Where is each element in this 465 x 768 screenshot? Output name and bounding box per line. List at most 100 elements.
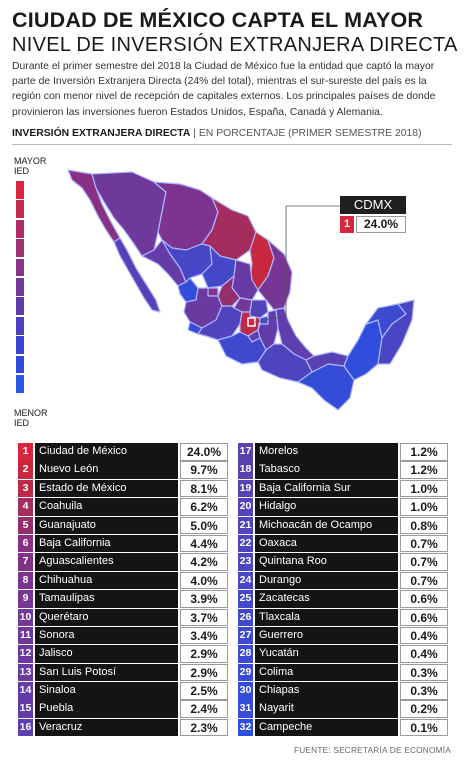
map-state-guerrero [217, 331, 267, 365]
table-row: 27 Guerrero 0.4% [238, 626, 448, 645]
rank-badge: 29 [238, 663, 253, 682]
rank-badge: 3 [18, 479, 33, 498]
rank-badge: 32 [238, 718, 253, 737]
rank-badge: 23 [238, 553, 253, 571]
state-name: Oaxaca [255, 534, 398, 553]
cdmx-callout-value: 24.0% [356, 216, 406, 233]
state-value: 5.0% [180, 516, 228, 535]
page-subtitle: NIVEL DE INVERSIÓN EXTRANJERA DIRECTA [12, 34, 458, 56]
rank-badge: 10 [18, 608, 33, 627]
rank-badge: 31 [238, 700, 253, 718]
map-state-aguascalientes [207, 287, 219, 297]
color-scale-step [16, 277, 24, 296]
scale-low-line1: MENOR [14, 408, 48, 418]
rank-badge: 6 [18, 534, 33, 553]
state-name: Baja California [35, 534, 178, 553]
page-title: CIUDAD DE MÉXICO CAPTA EL MAYOR [12, 8, 424, 32]
table-row: 8 Chihuahua 4.0% [18, 571, 228, 590]
table-row: 25 Zacatecas 0.6% [238, 590, 448, 608]
intro-paragraph: Durante el primer semestre del 2018 la C… [12, 61, 436, 118]
cdmx-leader-line-end [254, 315, 287, 323]
map-state-guanajuato [217, 275, 241, 307]
state-value: 2.4% [180, 700, 228, 718]
table-row: 17 Morelos 1.2% [238, 443, 448, 461]
state-name: Querétaro [35, 608, 178, 627]
cdmx-callout-rank: 1 [340, 216, 354, 233]
table-row: 7 Aguascalientes 4.2% [18, 553, 228, 571]
state-name: Baja California Sur [255, 479, 398, 498]
table-row: 14 Sinaloa 2.5% [18, 682, 228, 700]
state-value: 8.1% [180, 479, 228, 498]
map-state-cdmx [247, 317, 256, 327]
state-value: 0.6% [400, 590, 448, 608]
rank-badge: 21 [238, 516, 253, 535]
table-row: 24 Durango 0.7% [238, 571, 448, 590]
state-value: 0.7% [400, 553, 448, 571]
table-row: 16 Veracruz 2.3% [18, 718, 228, 737]
section-separator: | [193, 128, 196, 139]
state-value: 0.1% [400, 718, 448, 737]
color-scale-step [16, 374, 24, 393]
rank-badge: 27 [238, 626, 253, 645]
state-name: Sinaloa [35, 682, 178, 700]
table-row: 30 Chiapas 0.3% [238, 682, 448, 700]
state-name: Chiapas [255, 682, 398, 700]
state-name: Aguascalientes [35, 553, 178, 571]
scale-high-line1: MAYOR [14, 156, 47, 166]
state-value: 3.4% [180, 626, 228, 645]
rank-badge: 9 [18, 590, 33, 608]
rank-badge: 19 [238, 479, 253, 498]
table-row: 4 Coahuila 6.2% [18, 498, 228, 516]
section-header: INVERSIÓN EXTRANJERA DIRECTA | EN PORCEN… [12, 128, 452, 145]
rank-badge: 5 [18, 516, 33, 535]
rank-badge: 22 [238, 534, 253, 553]
ranking-table-right: 17 Morelos 1.2% 18 Tabasco 1.2% 19 Baja Califor… [238, 443, 448, 737]
table-row: 3 Estado de México 8.1% [18, 479, 228, 498]
section-label: INVERSIÓN EXTRANJERA DIRECTA [12, 128, 191, 139]
state-value: 1.0% [400, 498, 448, 516]
state-name: Tabasco [255, 461, 398, 479]
state-name: San Luis Potosí [35, 663, 178, 682]
table-row: 15 Puebla 2.4% [18, 700, 228, 718]
state-value: 3.7% [180, 608, 228, 627]
scale-low-line2: IED [14, 418, 30, 428]
rank-badge: 28 [238, 645, 253, 663]
table-row: 12 Jalisco 2.9% [18, 645, 228, 663]
table-row: 28 Yucatán 0.4% [238, 645, 448, 663]
state-name: Puebla [35, 700, 178, 718]
state-name: Morelos [255, 443, 398, 461]
state-name: Guerrero [255, 626, 398, 645]
map-state-quintana-roo [377, 299, 415, 365]
state-name: Jalisco [35, 645, 178, 663]
state-value: 0.3% [400, 663, 448, 682]
state-name: Nayarit [255, 700, 398, 718]
table-row: 26 Tlaxcala 0.6% [238, 608, 448, 627]
table-row: 22 Oaxaca 0.7% [238, 534, 448, 553]
rank-badge: 13 [18, 663, 33, 682]
rank-badge: 15 [18, 700, 33, 718]
state-value: 0.7% [400, 534, 448, 553]
table-row: 6 Baja California 4.4% [18, 534, 228, 553]
state-name: Michoacán de Ocampo [255, 516, 398, 535]
state-value: 4.0% [180, 571, 228, 590]
state-name: Chihuahua [35, 571, 178, 590]
table-row: 1 Ciudad de México 24.0% [18, 443, 228, 461]
rank-badge: 1 [18, 443, 33, 461]
state-value: 2.9% [180, 645, 228, 663]
state-name: Ciudad de México [35, 443, 178, 461]
map-state-campeche [343, 319, 383, 381]
table-row: 13 San Luis Potosí 2.9% [18, 663, 228, 682]
state-name: Guanajuato [35, 516, 178, 535]
rank-badge: 20 [238, 498, 253, 516]
table-row: 31 Nayarit 0.2% [238, 700, 448, 718]
state-value: 0.7% [400, 571, 448, 590]
rank-badge: 2 [18, 461, 33, 479]
state-name: Hidalgo [255, 498, 398, 516]
state-value: 0.2% [400, 700, 448, 718]
table-row: 9 Tamaulipas 3.9% [18, 590, 228, 608]
state-value: 3.9% [180, 590, 228, 608]
table-row: 2 Nuevo León 9.7% [18, 461, 228, 479]
table-row: 19 Baja California Sur 1.0% [238, 479, 448, 498]
rank-badge: 24 [238, 571, 253, 590]
rank-badge: 16 [18, 718, 33, 737]
